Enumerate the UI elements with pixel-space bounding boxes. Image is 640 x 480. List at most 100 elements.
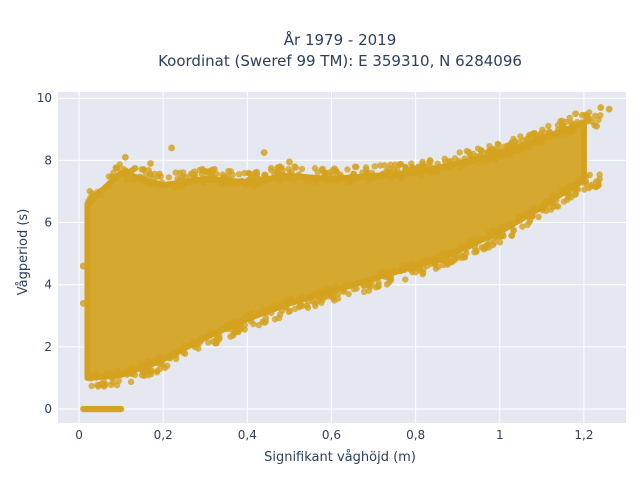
scatter-point <box>282 303 289 311</box>
y-tick-label: 10 <box>37 91 52 105</box>
scatter-point <box>105 184 113 191</box>
scatter-point <box>120 165 127 173</box>
scatter-point <box>451 252 458 259</box>
scatter-point <box>187 179 195 186</box>
scatter-point <box>200 176 207 183</box>
scatter-point <box>256 175 263 183</box>
scatter-point <box>298 165 306 173</box>
scatter-point <box>397 267 405 275</box>
scatter-point <box>385 274 393 281</box>
scatter-point <box>346 177 353 184</box>
scatter-point <box>432 261 439 268</box>
scatter-point <box>261 305 268 313</box>
scatter-point <box>500 148 507 155</box>
scatter-point <box>295 296 302 303</box>
scatter-point <box>344 280 352 288</box>
scatter-point <box>197 338 204 345</box>
scatter-point <box>388 269 395 276</box>
scatter-point <box>560 198 568 205</box>
scatter-point <box>545 122 552 130</box>
scatter-point <box>309 293 317 300</box>
scatter-point <box>266 304 274 312</box>
scatter-point <box>556 133 563 140</box>
scatter-point <box>144 358 152 365</box>
outlier-point <box>79 262 87 270</box>
scatter-point <box>375 283 382 290</box>
scatter-point <box>108 173 116 180</box>
scatter-point <box>94 188 101 196</box>
x-tick-label: 1,2 <box>574 428 593 442</box>
scatter-point <box>383 281 391 288</box>
scatter-point <box>508 219 515 227</box>
scatter-point <box>589 118 596 125</box>
scatter-point <box>586 171 593 179</box>
scatter-point <box>403 264 411 272</box>
scatter-point <box>402 276 409 283</box>
x-tick-label: 0,6 <box>322 428 341 442</box>
scatter-point <box>171 184 178 191</box>
scatter-point <box>286 307 294 315</box>
scatter-point <box>215 332 223 339</box>
scatter-point <box>535 213 542 221</box>
scatter-point <box>556 191 563 198</box>
y-tick-label: 6 <box>44 216 52 230</box>
scatter-point <box>225 167 232 175</box>
scatter-point <box>471 239 478 246</box>
scatter-point <box>571 191 579 198</box>
scatter-point <box>330 177 337 184</box>
scatter-point <box>252 180 259 187</box>
scatter-point <box>100 383 108 390</box>
outlier-point <box>168 144 176 152</box>
outlier-point <box>593 122 600 130</box>
scatter-point <box>446 158 454 166</box>
scatter-point <box>441 155 449 162</box>
outlier-point <box>79 299 87 307</box>
scatter-point <box>461 155 468 162</box>
y-tick-label: 8 <box>44 153 52 167</box>
scatter-point <box>428 164 436 171</box>
scatter-point <box>339 174 347 181</box>
scatter-point <box>457 242 464 250</box>
scatter-point <box>470 150 477 158</box>
scatter-point <box>387 161 394 169</box>
scatter-point <box>463 147 470 155</box>
scatter-point <box>288 168 295 175</box>
scatter-point <box>510 135 517 143</box>
scatter-point <box>474 159 482 167</box>
scatter-point <box>114 174 121 181</box>
scatter-point <box>414 169 422 177</box>
scatter-point <box>425 159 433 166</box>
scatter-point <box>123 175 130 183</box>
x-tick-label: 0 <box>75 428 83 442</box>
scatter-point <box>520 145 528 153</box>
scatter-point <box>540 129 548 136</box>
outlier-point <box>286 158 293 166</box>
scatter-point <box>325 172 333 179</box>
scatter-point <box>377 162 384 169</box>
scatter-point <box>456 149 463 156</box>
scatter-point <box>206 328 214 335</box>
scatter-point <box>409 165 416 172</box>
scatter-point <box>335 178 342 185</box>
scatter-point <box>390 166 398 173</box>
scatter-point <box>461 253 468 261</box>
scatter-point <box>259 318 267 325</box>
scatter-point <box>131 371 139 379</box>
scatter-point <box>156 365 164 373</box>
scatter-point <box>350 285 358 293</box>
scatter-point <box>127 378 135 386</box>
scatter-point <box>379 172 386 179</box>
scatter-point <box>529 206 536 213</box>
scatter-point <box>396 161 403 169</box>
scatter-point <box>549 199 557 206</box>
scatter-point <box>115 370 122 377</box>
scatter-point <box>360 288 368 295</box>
scatter-point <box>596 171 603 178</box>
outlier-point <box>525 132 533 139</box>
scatter-point <box>353 163 360 171</box>
scatter-point <box>305 178 313 185</box>
scatter-point <box>567 119 575 126</box>
scatter-point <box>444 261 451 268</box>
scatter-point <box>362 164 370 171</box>
